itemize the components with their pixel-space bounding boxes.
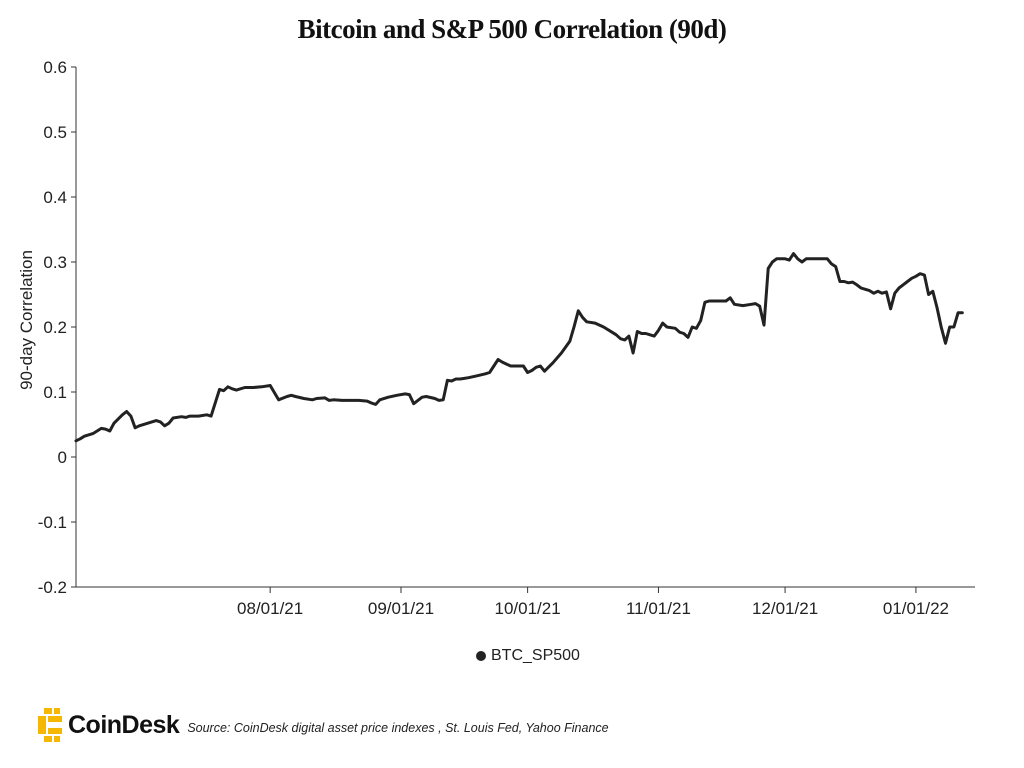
y-axis: 0.6 0.5 0.4 0.3 0.2 0.1 0 -0.1 -0.2	[38, 58, 77, 597]
x-tick-label: 12/01/21	[752, 599, 818, 618]
y-tick-label: 0.5	[43, 123, 67, 142]
y-tick-label: 0.1	[43, 383, 67, 402]
source-note: Source: CoinDesk digital asset price ind…	[187, 721, 609, 735]
y-tick-label: 0.6	[43, 58, 67, 77]
y-tick-label: -0.2	[38, 578, 67, 597]
x-tick-label: 09/01/21	[368, 599, 434, 618]
x-tick-label: 01/01/22	[883, 599, 949, 618]
footer: CoinDesk Source: CoinDesk digital asset …	[38, 708, 609, 742]
series-line-btc-sp500	[74, 252, 964, 443]
y-tick-label: 0.3	[43, 253, 67, 272]
y-tick-label: 0.2	[43, 318, 67, 337]
series-group	[74, 252, 964, 443]
x-axis: 08/01/21 09/01/21 10/01/21 11/01/21 12/01/21…	[76, 586, 975, 618]
y-tick-label: -0.1	[38, 513, 67, 532]
legend[interactable]: BTC_SP500	[476, 647, 580, 665]
y-tick-label: 0	[58, 448, 67, 467]
chart-title: Bitcoin and S&P 500 Correlation (90d)	[297, 14, 727, 44]
x-tick-label: 08/01/21	[237, 599, 303, 618]
y-axis-label: 90-day Correlation	[17, 250, 36, 390]
legend-marker-icon	[476, 651, 486, 661]
x-tick-label: 10/01/21	[495, 599, 561, 618]
line-chart: 0.6 0.5 0.4 0.3 0.2 0.1 0 -0.1 -0.2 08/01/21 09/0…	[17, 58, 975, 618]
coindesk-logo-icon	[38, 708, 62, 742]
legend-label: BTC_SP500	[491, 647, 580, 664]
y-tick-label: 0.4	[43, 188, 67, 207]
x-tick-label: 11/01/21	[626, 599, 691, 618]
brand-name: CoinDesk	[68, 710, 180, 739]
